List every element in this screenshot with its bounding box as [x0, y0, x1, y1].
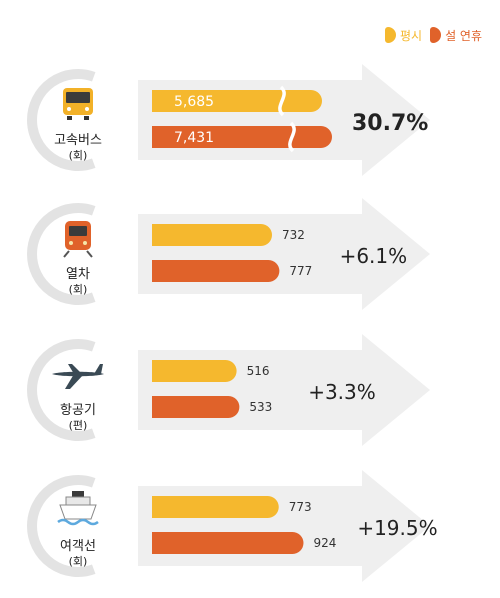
bus-light-right — [85, 107, 89, 111]
legend-label-normal: 평시 — [399, 28, 423, 43]
legend-label-holiday: 설 연휴 — [445, 28, 482, 43]
category-group: 고속버스(회) 5,685 7,431 30.7% — [27, 64, 430, 176]
value-label-holiday: 777 — [289, 264, 312, 278]
value-label-holiday: 533 — [249, 400, 272, 414]
legend-swatch-normal — [384, 27, 396, 43]
category-unit: (회) — [69, 555, 88, 568]
category-circle — [40, 216, 116, 292]
category-name: 여객선 — [60, 539, 96, 554]
category-unit: (회) — [69, 283, 88, 296]
value-label-normal: 732 — [282, 228, 305, 242]
bar-holiday — [152, 396, 240, 418]
bus-window — [66, 92, 90, 103]
category-group: 열차(회) 732 777 +6.1% — [27, 198, 430, 310]
category-name: 고속버스 — [54, 133, 102, 148]
plane-tail — [94, 364, 103, 374]
train-rail-right — [86, 250, 93, 258]
category-circle — [40, 488, 116, 564]
axis-break-mark — [278, 85, 286, 117]
value-label-normal: 5,685 — [174, 94, 214, 110]
value-label-normal: 773 — [289, 500, 312, 514]
category-unit: (편) — [69, 419, 88, 432]
bar-normal — [152, 360, 237, 382]
background-arrow — [138, 334, 430, 446]
category-name: 열차 — [66, 267, 90, 282]
change-label: +3.3% — [308, 380, 376, 404]
legend-swatch-holiday — [430, 27, 442, 43]
bar-holiday — [152, 126, 332, 148]
plane-wing — [65, 374, 84, 389]
ship-hull — [59, 504, 97, 520]
legend: 평시 설 연휴 — [384, 24, 482, 46]
train-rail-left — [63, 250, 70, 258]
category-group: 여객선(회) 773 924 +19.5% — [27, 470, 438, 582]
bar-holiday — [152, 260, 280, 282]
category-name: 항공기 — [60, 403, 96, 418]
bus-wheel-left — [67, 116, 72, 120]
ship-icon — [57, 491, 99, 526]
value-label-normal: 516 — [247, 364, 270, 378]
bus-icon — [63, 88, 93, 120]
axis-break-mark — [288, 121, 296, 153]
train-icon — [63, 221, 93, 258]
category-group: 항공기(편) 516 533 +3.3% — [27, 334, 430, 446]
value-label-holiday: 7,431 — [174, 130, 214, 146]
train-window — [69, 226, 87, 236]
bus-wheel-right — [84, 116, 89, 120]
bus-light-left — [67, 107, 71, 111]
train-light-right — [83, 241, 87, 245]
category-ring — [27, 69, 96, 171]
ship-funnel — [72, 491, 84, 497]
train-light-left — [69, 241, 73, 245]
ship-wave — [57, 518, 99, 526]
airplane-icon — [52, 364, 104, 389]
value-label-holiday: 924 — [313, 536, 336, 550]
bar-holiday — [152, 532, 304, 554]
change-label: +19.5% — [357, 516, 437, 540]
category-unit: (회) — [69, 149, 88, 162]
plane-wing-back — [68, 364, 82, 374]
legend-item-holiday: 설 연휴 — [430, 27, 482, 44]
category-ring — [27, 203, 96, 305]
change-label: 30.7% — [352, 111, 428, 136]
bar-normal — [152, 496, 279, 518]
ship-deck — [65, 496, 91, 506]
legend-item-normal: 평시 — [384, 27, 423, 44]
category-circle — [40, 82, 116, 158]
change-label: +6.1% — [340, 244, 408, 268]
bar-normal — [152, 224, 272, 246]
category-ring — [27, 339, 96, 441]
category-ring — [27, 475, 96, 577]
